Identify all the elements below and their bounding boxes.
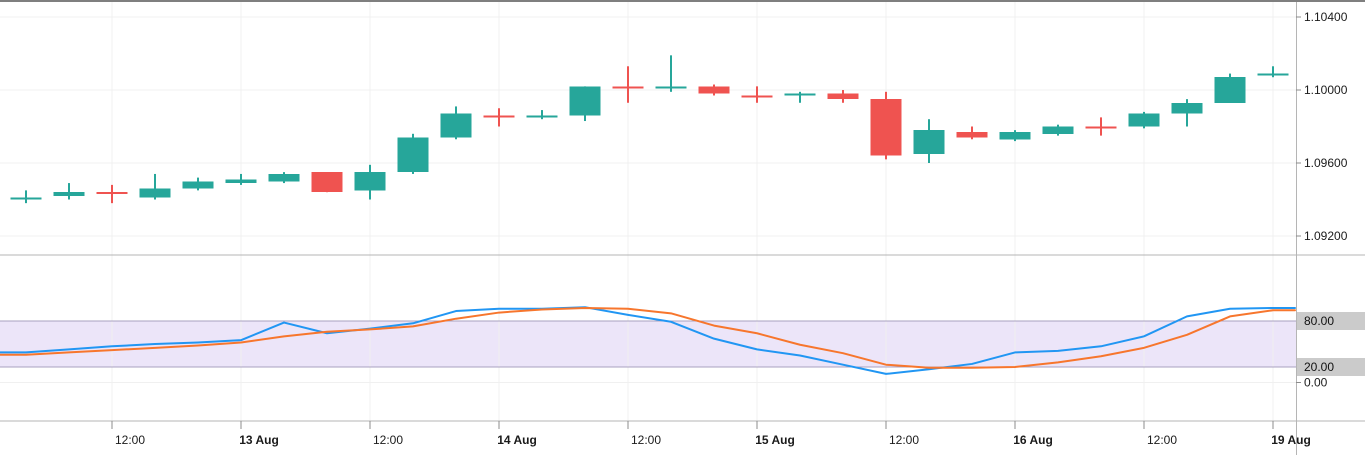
- candle-body[interactable]: [354, 172, 386, 191]
- stochastic-d-line[interactable]: [0, 306, 1296, 369]
- time-axis-hour-label: 12:00: [631, 433, 661, 447]
- candle-body[interactable]: [1171, 102, 1203, 114]
- time-axis-hour-label: 12:00: [889, 433, 919, 447]
- stochastic-k-line[interactable]: [0, 306, 1296, 375]
- time-axis-hour-label: 12:00: [115, 433, 145, 447]
- time-axis-hour-label: 12:00: [373, 433, 403, 447]
- time-axis-date-label: 13 Aug: [239, 433, 279, 447]
- candle-body[interactable]: [1042, 126, 1074, 134]
- price-axis-label: 1.10400: [1304, 10, 1348, 24]
- price-axis-label: 1.10000: [1304, 83, 1348, 97]
- time-axis-date-label: 19 Aug: [1271, 433, 1311, 447]
- candle-body[interactable]: [96, 192, 128, 195]
- candle-body[interactable]: [870, 99, 902, 156]
- candle-body[interactable]: [225, 179, 257, 184]
- candle-body[interactable]: [182, 181, 214, 189]
- candle-body[interactable]: [483, 115, 515, 118]
- candle-body[interactable]: [999, 131, 1031, 140]
- candle-body[interactable]: [311, 172, 343, 193]
- candle-body[interactable]: [741, 95, 773, 98]
- candle-body[interactable]: [268, 173, 300, 182]
- time-axis-hour-label: 12:00: [1147, 433, 1177, 447]
- price-axis-label: 1.09600: [1304, 156, 1348, 170]
- candle-body[interactable]: [1257, 73, 1289, 76]
- candle-body[interactable]: [827, 93, 859, 100]
- oscillator-level-badge: [1297, 358, 1365, 376]
- oscillator-badge-label: 80.00: [1304, 314, 1334, 328]
- candle-body[interactable]: [526, 115, 558, 118]
- oscillator-level-badge: [1297, 312, 1365, 330]
- candle-body[interactable]: [397, 137, 429, 173]
- candle-body[interactable]: [1085, 126, 1117, 129]
- oscillator-axis-label: 0.00: [1304, 375, 1328, 389]
- candle-body[interactable]: [139, 188, 171, 198]
- time-axis-date-label: 15 Aug: [755, 433, 795, 447]
- time-axis-date-label: 14 Aug: [497, 433, 537, 447]
- candle-body[interactable]: [569, 86, 601, 116]
- candle-body[interactable]: [1128, 113, 1160, 127]
- oscillator-badge-label: 20.00: [1304, 360, 1334, 374]
- candle-body[interactable]: [612, 86, 644, 89]
- time-axis-date-label: 16 Aug: [1013, 433, 1053, 447]
- candle-body[interactable]: [784, 93, 816, 96]
- candle-body[interactable]: [53, 192, 85, 196]
- candle-body[interactable]: [440, 113, 472, 138]
- candle-body[interactable]: [698, 86, 730, 94]
- candle-body[interactable]: [10, 197, 42, 200]
- candle-body[interactable]: [956, 131, 988, 138]
- candle-body[interactable]: [655, 86, 687, 89]
- candle-body[interactable]: [913, 130, 945, 154]
- price-axis-label: 1.09200: [1304, 229, 1348, 243]
- candle-body[interactable]: [1214, 77, 1246, 103]
- stochastic-band: [0, 321, 1296, 367]
